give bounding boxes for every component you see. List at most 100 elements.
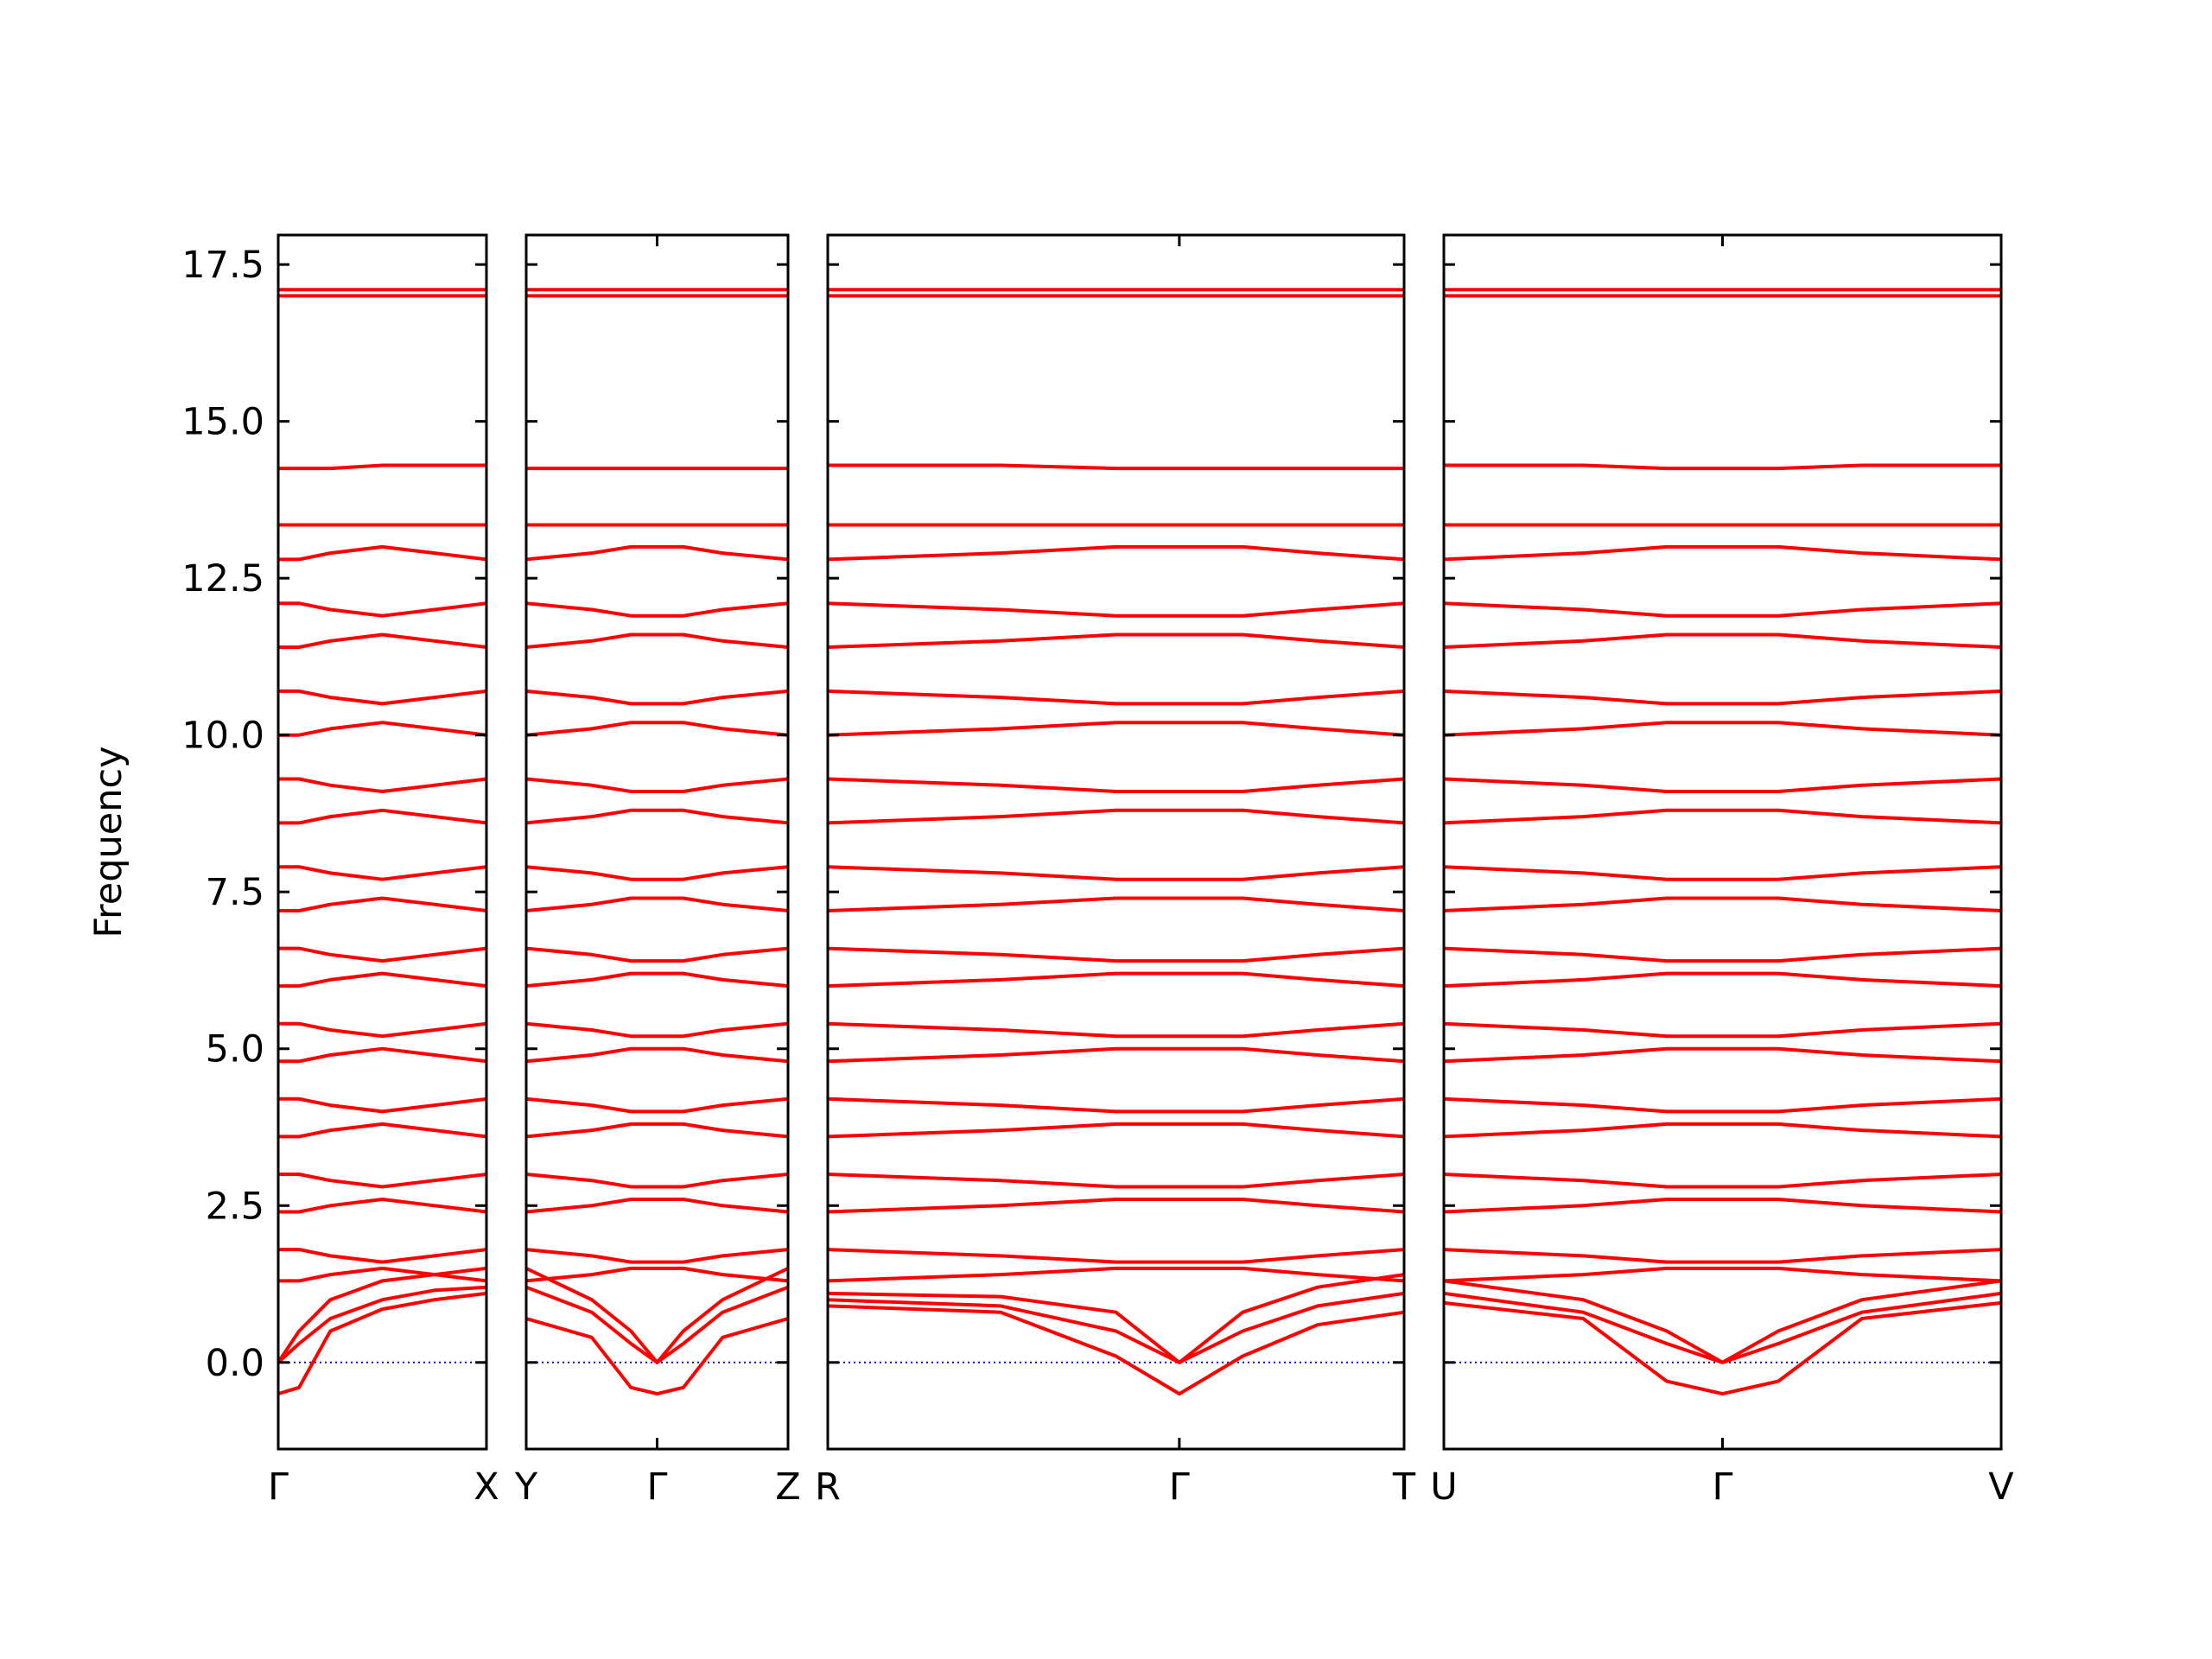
band-line [278,1285,486,1364]
band-line [828,1198,1404,1214]
y-tick-label: 2.5 [206,1185,264,1228]
band-line [278,601,486,618]
y-tick-label: 10.0 [181,715,264,758]
x-tick-label: Γ [1169,1465,1190,1509]
band-line [1444,946,2001,963]
band-line [1444,544,2001,562]
x-tick-label: X [474,1465,499,1509]
band-line [1444,689,2001,706]
band-line [828,1304,1404,1396]
band-line [1444,1198,2001,1214]
band-line [1444,971,2001,988]
band-line [278,1291,486,1396]
band-line [828,1248,1404,1264]
band-line [526,865,788,881]
band-line [1444,1173,2001,1189]
band-line [278,1173,486,1189]
band-line [278,1021,486,1039]
band-line [1444,1300,2001,1396]
band-line [526,971,788,988]
band-line [526,896,788,912]
plot-area [828,288,1404,1396]
band-line [1444,1096,2001,1114]
band-line [828,1096,1404,1114]
band-line [278,808,486,825]
band-line [828,1273,1404,1364]
band-line [828,1122,1404,1139]
band-line [526,1173,788,1189]
x-tick-label: R [815,1465,841,1509]
x-tick-label: Γ [1713,1465,1733,1509]
band-line [278,971,486,988]
band-line [828,777,1404,793]
band-line [278,865,486,881]
band-line [278,1096,486,1114]
band-line [828,1266,1404,1283]
band-line [278,1266,486,1363]
axes-frame [826,233,1406,1451]
band-line [278,463,486,471]
y-tick-label: 0.0 [206,1342,264,1385]
band-line [526,1096,788,1114]
y-tick-label: 12.5 [181,557,264,601]
band-line [828,1046,1404,1064]
band-line [1444,1046,2001,1064]
band-line [828,1021,1404,1039]
band-line [1444,1266,2001,1283]
band-line [1444,808,2001,825]
band-line [278,632,486,649]
band-line [278,946,486,963]
band-line [828,689,1404,706]
band-line [526,1266,788,1283]
band-line [526,808,788,825]
band-line [1444,463,2001,471]
band-line [828,971,1404,988]
x-tick-label: Γ [647,1465,668,1509]
y-axis-label: Frequency [87,746,130,938]
band-line [526,601,788,618]
band-line [526,777,788,793]
x-tick-label: Γ [268,1465,289,1509]
band-line [828,808,1404,825]
band-line [526,1285,788,1364]
band-line [1444,1279,2001,1364]
plot-area [1444,288,2001,1396]
x-tick-label: Y [514,1465,538,1509]
band-line [278,777,486,793]
band-line [828,1173,1404,1189]
band-line [1444,601,2001,618]
band-line [828,632,1404,649]
band-line [828,601,1404,618]
band-line [1444,777,2001,793]
band-line [1444,865,2001,881]
band-line [1444,1122,2001,1139]
band-line [278,1198,486,1214]
band-line [526,689,788,706]
y-tick-label: 7.5 [206,871,264,914]
band-line [278,1122,486,1139]
band-line [278,689,486,706]
band-line [526,1248,788,1264]
band-line [278,721,486,737]
plot-area [278,288,486,1396]
band-line [1444,1248,2001,1264]
band-line [828,721,1404,737]
x-tick-label: U [1430,1465,1457,1509]
band-line [526,544,788,562]
band-line [828,544,1404,562]
band-line [828,1291,1404,1364]
band-line [828,946,1404,963]
band-line [1444,896,2001,912]
band-line [278,1248,486,1264]
band-line [526,632,788,649]
y-tick-label: 17.5 [181,244,264,287]
axes-frame [276,233,488,1451]
band-line [526,1046,788,1064]
band-line [526,721,788,737]
plot-area [526,288,788,1396]
band-line [278,1046,486,1064]
x-tick-label: Z [775,1465,800,1509]
band-line [278,896,486,912]
